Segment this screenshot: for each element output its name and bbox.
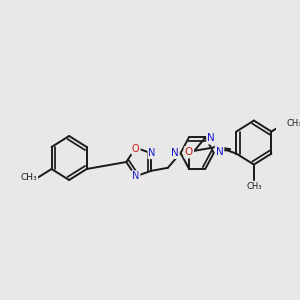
Text: CH₃: CH₃: [21, 173, 37, 182]
Text: O: O: [185, 147, 193, 158]
Text: N: N: [207, 134, 215, 143]
Text: N: N: [171, 148, 179, 158]
Text: O: O: [132, 144, 140, 154]
Text: N: N: [148, 148, 156, 158]
Text: N: N: [216, 147, 224, 157]
Text: CH₃: CH₃: [286, 119, 300, 128]
Text: N: N: [132, 171, 140, 181]
Text: CH₃: CH₃: [246, 182, 262, 190]
